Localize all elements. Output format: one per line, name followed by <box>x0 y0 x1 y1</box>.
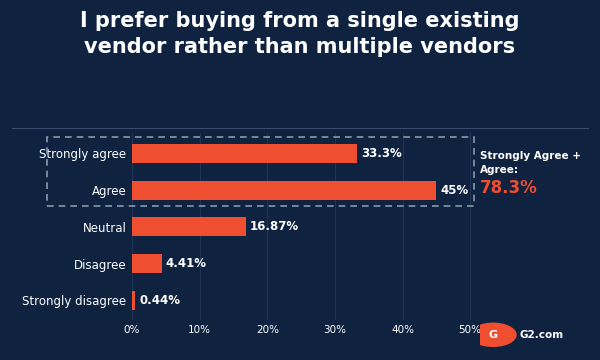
Bar <box>132 291 135 310</box>
Bar <box>132 217 246 237</box>
Text: 45%: 45% <box>440 184 469 197</box>
Bar <box>132 144 357 163</box>
Text: 16.87%: 16.87% <box>250 220 299 233</box>
Text: Strongly Agree +: Strongly Agree + <box>481 151 581 161</box>
Text: Agree:: Agree: <box>481 165 520 175</box>
Text: G2.com: G2.com <box>520 330 564 340</box>
Text: 78.3%: 78.3% <box>481 179 538 197</box>
Text: 33.3%: 33.3% <box>361 147 402 160</box>
Circle shape <box>470 323 516 346</box>
Text: 0.44%: 0.44% <box>139 294 180 307</box>
Bar <box>132 181 436 200</box>
Text: 4.41%: 4.41% <box>166 257 207 270</box>
Bar <box>132 254 162 273</box>
Text: G: G <box>488 330 497 340</box>
Text: I prefer buying from a single existing
vendor rather than multiple vendors: I prefer buying from a single existing v… <box>80 11 520 57</box>
